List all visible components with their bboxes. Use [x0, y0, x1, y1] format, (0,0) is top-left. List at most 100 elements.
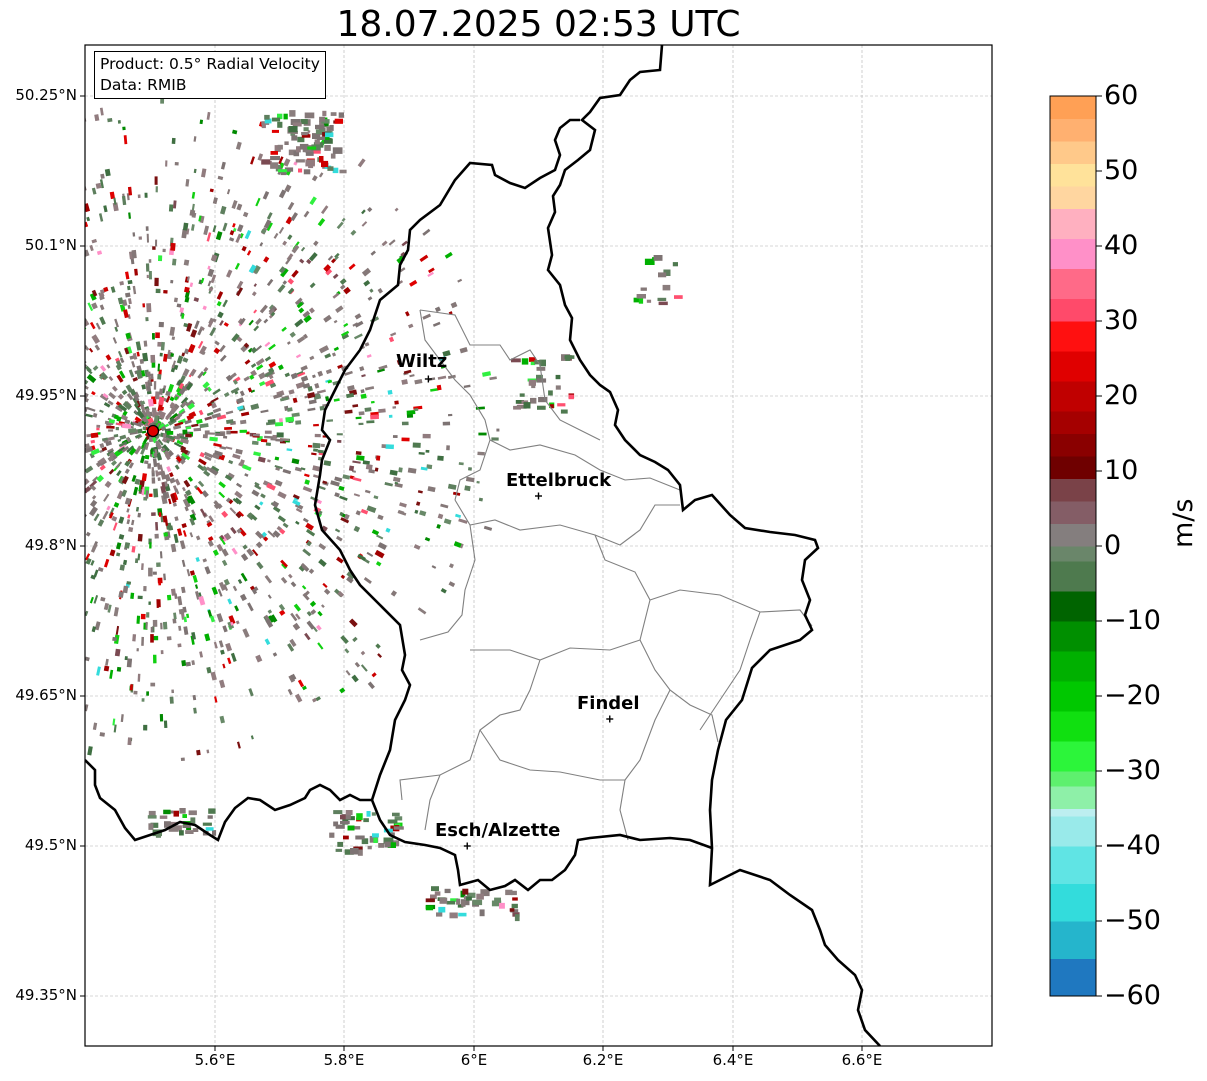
echo-pixel	[236, 336, 243, 343]
echo-pixel	[115, 461, 123, 469]
echo-pixel	[60, 470, 69, 477]
echo-pixel	[213, 347, 221, 355]
echo-pixel	[185, 433, 192, 438]
echo-pixel	[178, 386, 187, 396]
echo-pixel	[141, 430, 147, 434]
echo-pixel	[278, 156, 284, 165]
echo-pixel	[148, 270, 152, 280]
echo-pixel	[509, 908, 515, 912]
echo-pixel	[347, 825, 355, 831]
echo-pixel	[181, 486, 186, 492]
echo-pixel	[184, 489, 192, 497]
echo-pixel	[340, 574, 346, 580]
echo-pixel	[0, 358, 6, 365]
colorbar-segment	[1050, 621, 1096, 652]
echo-pixel	[242, 628, 250, 638]
echo-pixel	[337, 364, 344, 369]
echo-pixel	[355, 416, 362, 420]
echo-pixel	[321, 160, 329, 168]
colorbar-segment	[1050, 433, 1096, 457]
echo-pixel	[373, 495, 379, 500]
echo-pixel	[147, 417, 154, 424]
echo-pixel	[133, 690, 138, 695]
echo-pixel	[112, 337, 118, 344]
echo-pixel	[293, 603, 302, 612]
echo-pixel	[322, 582, 328, 588]
echo-pixel	[22, 170, 28, 177]
echo-pixel	[358, 411, 365, 416]
echo-pixel	[89, 244, 94, 252]
colorbar-segment	[1050, 381, 1096, 412]
echo-pixel	[482, 371, 492, 377]
echo-pixel	[122, 126, 126, 131]
echo-pixel	[179, 808, 186, 814]
echo-pixel	[646, 299, 652, 303]
echo-pixel	[378, 843, 385, 848]
echo-pixel	[352, 636, 358, 643]
echo-pixel	[354, 661, 361, 668]
echo-pixel	[155, 831, 161, 838]
echo-pixel	[159, 714, 164, 722]
echo-pixel	[257, 456, 266, 463]
echo-pixel	[43, 427, 48, 432]
echo-pixel	[3, 355, 9, 361]
echo-pixel	[155, 186, 158, 193]
echo-pixel	[234, 490, 243, 499]
echo-pixel	[456, 898, 461, 905]
echo-pixel	[135, 369, 143, 380]
echo-pixel	[140, 447, 146, 455]
echo-pixel	[211, 586, 219, 595]
echo-pixel	[457, 278, 463, 283]
echo-pixel	[222, 299, 228, 308]
echo-pixel	[483, 525, 493, 531]
echo-pixel	[57, 473, 61, 478]
echo-pixel	[317, 370, 324, 377]
echo-pixel	[358, 422, 364, 426]
echo-pixel	[231, 547, 238, 555]
echo-pixel	[144, 454, 150, 460]
echo-pixel	[444, 251, 453, 259]
x-tick-label: 6.6°E	[841, 1051, 883, 1069]
echo-pixel	[0, 361, 8, 368]
echo-pixel	[162, 621, 168, 630]
echo-pixel	[239, 429, 247, 433]
echo-pixel	[111, 385, 118, 392]
echo-pixel	[282, 468, 292, 475]
echo-pixel	[307, 444, 313, 448]
echo-pixel	[375, 643, 381, 649]
echo-pixel	[314, 382, 320, 389]
echo-pixel	[168, 472, 174, 478]
echo-pixel	[174, 593, 178, 600]
echo-pixel	[0, 437, 3, 440]
echo-pixel	[320, 443, 325, 448]
echo-pixel	[77, 458, 83, 463]
echo-pixel	[255, 530, 264, 540]
echo-pixel	[127, 304, 131, 309]
echo-pixel	[510, 890, 517, 896]
echo-pixel	[95, 322, 101, 330]
echo-pixel	[344, 513, 350, 520]
echo-pixel	[234, 262, 240, 270]
echo-pixel	[43, 429, 48, 433]
echo-pixel	[158, 388, 164, 395]
echo-pixel	[206, 749, 210, 754]
echo-pixel	[339, 495, 348, 501]
echo-pixel	[324, 353, 332, 359]
echo-pixel	[222, 625, 228, 633]
echo-pixel	[1, 692, 8, 700]
echo-pixel	[173, 533, 179, 544]
echo-pixel	[162, 248, 166, 253]
echo-pixel	[32, 611, 37, 617]
echo-pixel	[278, 169, 287, 173]
echo-pixel	[99, 179, 104, 189]
echo-pixel	[88, 506, 99, 517]
echo-pixel	[176, 439, 184, 446]
echo-pixel	[181, 313, 185, 319]
echo-pixel	[37, 421, 42, 425]
city-label-esch: Esch/Alzette	[435, 820, 561, 841]
echo-pixel	[232, 227, 237, 232]
echo-pixel	[511, 903, 518, 909]
colorbar-tick-label: −20	[1104, 680, 1161, 711]
echo-pixel	[168, 498, 172, 505]
echo-pixel	[68, 651, 74, 658]
